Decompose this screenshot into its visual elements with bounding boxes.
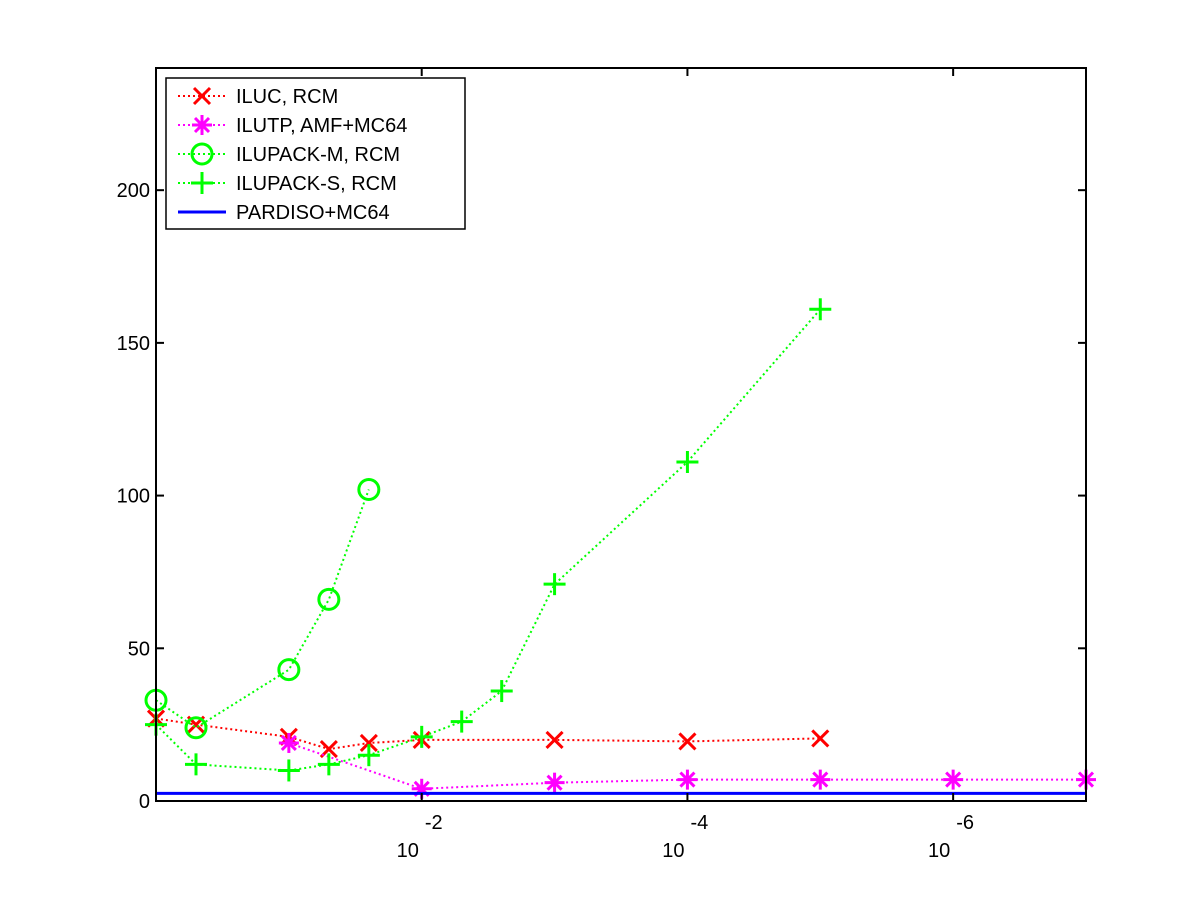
legend-marker — [191, 172, 213, 194]
legend-label: ILUPACK-M, RCM — [236, 144, 400, 166]
series-1-point — [359, 733, 378, 753]
series-4-point — [809, 298, 832, 321]
legend-entry: ILUPACK-S, RCM — [178, 172, 397, 195]
series-3-point — [317, 587, 341, 611]
x-tick-exponent: -4 — [691, 812, 709, 834]
series-layer — [144, 298, 1096, 799]
x-tick-base: 10 — [928, 840, 950, 862]
y-tick-label: 50 — [128, 638, 150, 660]
series-4-point — [490, 680, 513, 703]
series-1-point — [545, 730, 564, 749]
legend-entry: ILUPACK-M, RCM — [178, 142, 400, 166]
legend-label: ILUPACK-S, RCM — [236, 173, 397, 195]
y-tick-label: 100 — [117, 486, 150, 508]
series-3-point — [357, 477, 381, 501]
legend-label: ILUTP, AMF+MC64 — [236, 115, 407, 137]
series-3 — [144, 477, 381, 740]
legend-entry: ILUTP, AMF+MC64 — [178, 115, 407, 137]
legend-marker — [192, 115, 212, 135]
legend-entry: PARDISO+MC64 — [178, 202, 390, 224]
axes-layer: 0 50 100 150 200 -2 10 -4 10 -6 10 — [117, 68, 1086, 862]
y-tick-label: 0 — [139, 791, 150, 813]
series-1-point — [811, 729, 830, 748]
series-4-point — [357, 744, 380, 767]
series-3-point — [184, 716, 208, 740]
series-2-point — [943, 769, 964, 790]
series-4-point — [317, 753, 340, 776]
x-tick-base: 10 — [662, 840, 684, 862]
plot-frame — [155, 67, 1087, 802]
y-tick-label: 200 — [117, 180, 150, 202]
series-3-point — [277, 658, 301, 682]
series-4-point — [450, 710, 473, 733]
series-4-point — [676, 450, 699, 473]
series-2-point — [810, 769, 831, 790]
x-tick-base: 10 — [397, 840, 419, 862]
x-tick-exponent: -2 — [425, 812, 443, 834]
y-tick-label: 150 — [117, 333, 150, 355]
legend-marker — [190, 142, 214, 166]
series-2-point — [544, 772, 565, 793]
series-4-point — [410, 725, 433, 748]
series-2 — [278, 732, 1096, 799]
legend-label: PARDISO+MC64 — [236, 202, 390, 224]
series-1-point — [678, 732, 697, 751]
x-tick-exponent: -6 — [956, 812, 974, 834]
series-4-point — [277, 759, 300, 782]
legend-marker — [192, 86, 212, 106]
series-2-point — [278, 732, 299, 753]
series-4-point — [184, 753, 207, 776]
series-2-point — [677, 769, 698, 790]
series-4-point — [543, 573, 566, 596]
legend-label: ILUC, RCM — [236, 86, 338, 108]
legend-box — [165, 77, 466, 230]
legend: ILUC, RCM ILUTP, AMF+MC64 ILUPACK-M, RCM IL… — [165, 77, 466, 230]
legend-entry: ILUC, RCM — [178, 86, 338, 108]
